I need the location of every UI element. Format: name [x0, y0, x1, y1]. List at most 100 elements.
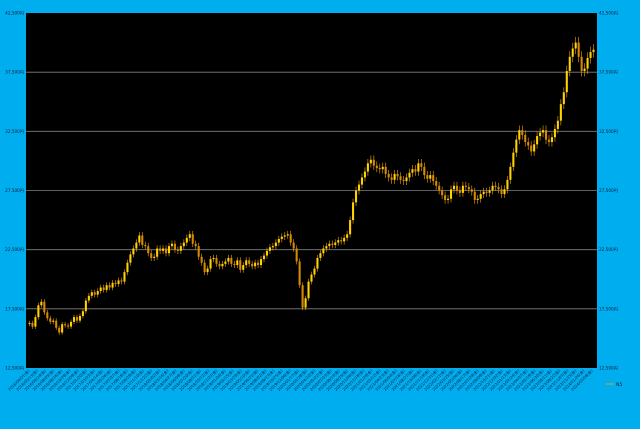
- candle-body: [179, 246, 182, 251]
- candle-body: [583, 68, 586, 71]
- candle-body: [405, 177, 408, 182]
- y-tick-label: 42,500円: [599, 11, 618, 17]
- candle-body: [357, 184, 361, 191]
- candle-body: [414, 169, 417, 172]
- candle-body: [387, 173, 390, 178]
- candle-body: [87, 295, 90, 301]
- candle-body: [393, 173, 396, 180]
- candle-body: [105, 285, 108, 290]
- candle-body: [482, 191, 485, 195]
- candle-body: [378, 168, 381, 170]
- candle-body: [90, 292, 93, 296]
- candle-body: [67, 325, 70, 327]
- candle-body: [52, 320, 55, 322]
- candle-body: [512, 152, 515, 167]
- candle-body: [360, 177, 364, 185]
- candle-body: [319, 253, 322, 258]
- candle-body: [381, 166, 384, 170]
- candle-body: [574, 42, 577, 49]
- candle-body: [346, 234, 349, 238]
- candle-body: [447, 198, 450, 200]
- candle-body: [144, 244, 147, 247]
- y-tick-label: 12,500円: [599, 366, 618, 372]
- y-tick-label: 32,500円: [599, 129, 618, 135]
- candle-body: [527, 141, 530, 146]
- y-tick-label: 22,500円: [5, 247, 24, 253]
- candle-body: [239, 260, 242, 270]
- candle-body: [444, 195, 447, 200]
- y-tick-label: 22,500円: [599, 247, 618, 253]
- y-tick-label: 37,500円: [5, 70, 24, 76]
- candle-body: [138, 235, 141, 243]
- candle-body: [562, 92, 565, 105]
- candle-body: [40, 301, 43, 306]
- y-tick-label: 42,500円: [5, 11, 24, 17]
- candle-body: [108, 285, 111, 288]
- candle-body: [399, 176, 402, 180]
- candle-body: [70, 321, 73, 327]
- candle-body: [571, 48, 574, 57]
- candle-body: [515, 139, 518, 153]
- candle-body: [539, 132, 542, 137]
- candle-body: [162, 248, 165, 251]
- candle-body: [550, 137, 553, 142]
- candle-body: [476, 198, 479, 200]
- candle-body: [102, 287, 105, 290]
- candle-body: [176, 249, 179, 251]
- candle-body: [354, 190, 358, 203]
- candle-body: [64, 324, 67, 326]
- candle-body: [553, 128, 556, 138]
- candle-body: [372, 159, 375, 166]
- candle-body: [369, 159, 372, 164]
- candle-body: [248, 260, 251, 264]
- candle-body: [37, 305, 40, 318]
- candle-body: [61, 324, 64, 333]
- candle-body: [349, 220, 352, 235]
- candle-body: [251, 263, 254, 267]
- candle-body: [328, 243, 331, 247]
- candle-body: [423, 166, 426, 176]
- candle-body: [402, 179, 405, 182]
- candle-body: [111, 282, 114, 288]
- y-tick-label: 17,500円: [5, 306, 24, 312]
- candle-body: [280, 236, 283, 240]
- candle-body: [390, 177, 393, 180]
- candle-body: [182, 242, 185, 247]
- x-axis: 2016/04/01(金)2016/05/13(金)2016/06/24(金)2…: [7, 368, 594, 392]
- y-axis-left: 12,500円 17,500円 22,500円 27,500円 32,500円 37,50…: [5, 11, 24, 372]
- y-tick-label: 27,500円: [599, 188, 618, 194]
- candle-body: [556, 120, 559, 129]
- candle-body: [173, 243, 176, 250]
- candle-body: [301, 285, 304, 308]
- candle-body: [432, 175, 435, 182]
- candle-body: [441, 190, 444, 196]
- candle-body: [84, 300, 87, 312]
- candle-body: [396, 173, 399, 177]
- candle-body: [524, 134, 527, 142]
- candle-body: [426, 175, 429, 179]
- candle-body: [147, 246, 150, 254]
- candle-body: [46, 312, 49, 319]
- candle-body: [509, 166, 512, 180]
- candle-body: [286, 234, 289, 236]
- candle-body: [411, 169, 414, 173]
- candle-body: [194, 243, 197, 247]
- candle-body: [366, 163, 369, 172]
- candle-body: [500, 189, 503, 195]
- candle-body: [533, 144, 536, 152]
- candle-body: [277, 239, 280, 243]
- candle-body: [197, 246, 200, 257]
- candle-body: [126, 262, 129, 273]
- candle-body: [310, 274, 313, 282]
- candle-body: [265, 250, 269, 256]
- candle-body: [491, 185, 494, 191]
- candle-body: [467, 186, 470, 190]
- candle-body: [417, 163, 420, 172]
- candle-body: [577, 42, 580, 57]
- y-tick-label: 37,500円: [599, 70, 618, 76]
- candle-body: [120, 280, 123, 282]
- candle-body: [449, 189, 453, 199]
- legend-label: N5: [616, 382, 622, 388]
